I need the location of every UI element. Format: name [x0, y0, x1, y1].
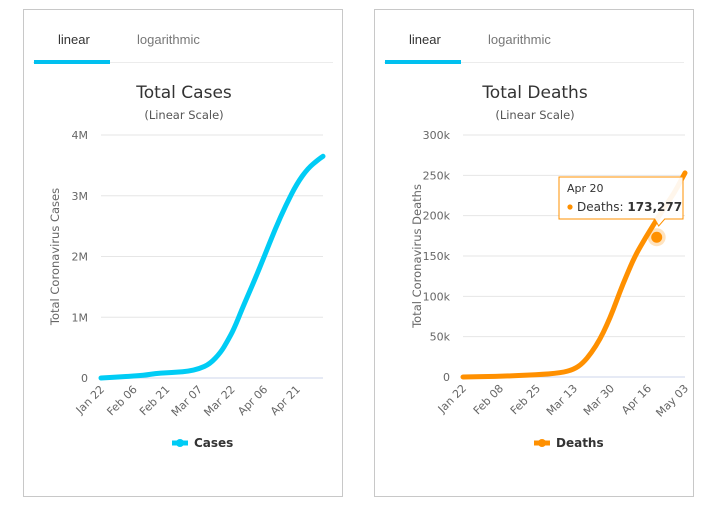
y-tick-label: 4M: [72, 129, 89, 142]
chart-title: Total Cases: [135, 83, 232, 103]
tab-logarithmic[interactable]: logarithmic: [488, 32, 551, 47]
x-tick-label: Feb 06: [104, 383, 139, 418]
x-tick-label: Feb 08: [471, 382, 506, 417]
tab-linear[interactable]: linear: [409, 32, 441, 47]
x-tick-label: Mar 22: [201, 383, 237, 419]
legend-symbol-marker: [176, 439, 184, 447]
y-tick-label: 2M: [72, 251, 89, 264]
y-tick-label: 100k: [423, 290, 451, 303]
chart-subtitle: (Linear Scale): [144, 108, 223, 122]
legend-symbol-marker: [538, 439, 546, 447]
deaths-chart-card: linear logarithmic Total Deaths (Linear S…: [374, 9, 694, 497]
y-tick-label: 0: [81, 372, 88, 385]
x-tick-label: Mar 07: [169, 383, 205, 419]
series-line-cases: [98, 153, 326, 381]
y-tick-label: 150k: [423, 250, 451, 263]
deaths-chart: Total Deaths (Linear Scale) Total Coronavi…: [410, 83, 691, 450]
tooltip-value: 173,277: [627, 200, 682, 214]
x-tick-label: Mar 13: [544, 382, 580, 418]
x-tick-label: Mar 30: [581, 382, 617, 418]
active-tab-indicator: [34, 60, 110, 64]
tooltip-date: Apr 20: [567, 182, 604, 195]
scale-tabs: linear logarithmic: [384, 10, 684, 64]
x-tick-label: May 03: [653, 382, 691, 420]
active-tab-indicator: [385, 60, 461, 64]
x-tick-label: Jan 22: [73, 383, 107, 417]
x-tick-label: Apr 21: [268, 383, 303, 418]
x-tick-label: Feb 21: [137, 383, 172, 418]
y-tick-label: 3M: [72, 190, 89, 203]
y-tick-label: 0: [443, 371, 450, 384]
scale-tabs: linear logarithmic: [33, 10, 333, 64]
tab-linear[interactable]: linear: [58, 32, 90, 47]
chart-title: Total Deaths: [481, 83, 588, 103]
x-tick-label: Apr 06: [235, 383, 270, 418]
y-axis-label: Total Coronavirus Deaths: [410, 184, 424, 329]
y-tick-label: 50k: [430, 331, 451, 344]
cases-chart-card: linear logarithmic Total Cases (Linear Sc…: [23, 9, 343, 497]
legend-item-cases: Cases: [194, 436, 233, 450]
y-tick-label: 200k: [423, 210, 451, 223]
tooltip-box: [558, 176, 684, 227]
tooltip-label: Deaths:: [577, 200, 627, 214]
y-axis-label: Total Coronavirus Cases: [48, 188, 62, 326]
x-tick-label: Jan 22: [435, 382, 469, 416]
legend-item-deaths: Deaths: [556, 436, 604, 450]
tooltip-value-text: Deaths: 173,277: [577, 200, 682, 214]
y-tick-label: 1M: [72, 311, 89, 324]
chart-subtitle: (Linear Scale): [495, 108, 574, 122]
y-tick-label: 300k: [423, 129, 451, 142]
tab-logarithmic[interactable]: logarithmic: [137, 32, 200, 47]
y-tick-label: 250k: [423, 169, 451, 182]
x-tick-label: Feb 25: [508, 382, 543, 417]
hover-point: [651, 231, 663, 243]
tooltip-series-marker: [567, 204, 573, 210]
x-tick-label: Apr 16: [619, 382, 654, 417]
cases-chart: Total Cases (Linear Scale) Total Coronavir…: [48, 83, 326, 450]
